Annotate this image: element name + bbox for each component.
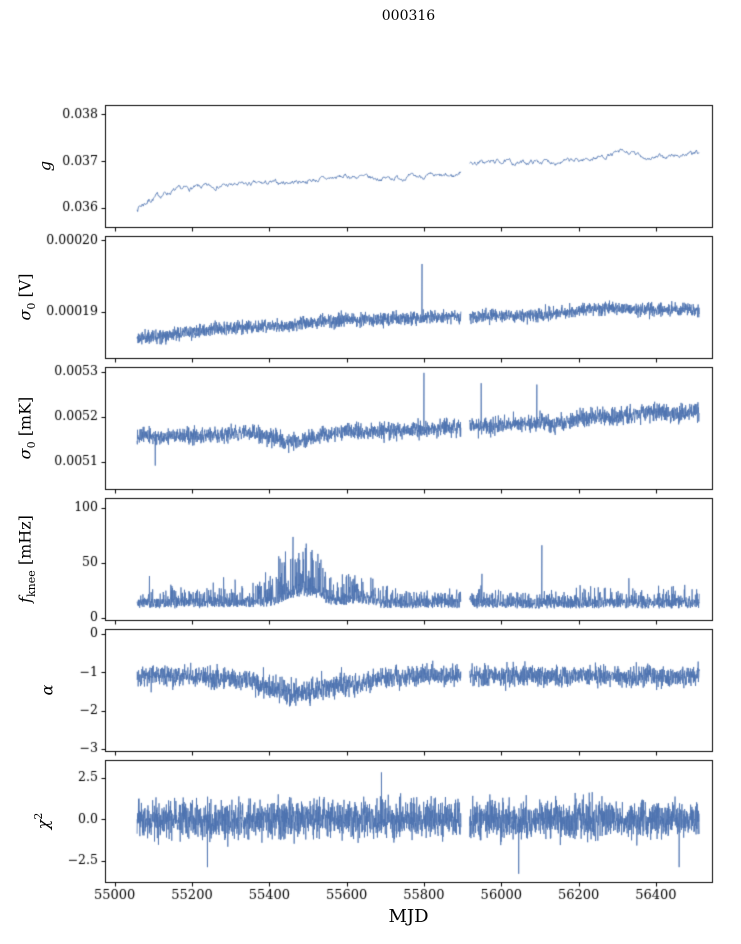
y-axis-label-chi2: χ2 — [32, 812, 53, 830]
y-axis-label-sigma0-mk: σ0 [mK] — [15, 396, 38, 460]
y-axis-label-sigma0-v: σ0 [V] — [15, 273, 38, 321]
y-axis-label-g: g — [35, 160, 55, 172]
x-axis-label: MJD — [388, 906, 429, 927]
y-axis-label-alpha: α — [37, 684, 57, 696]
y-axis-label-fknee: fknee [mHz] — [15, 515, 38, 603]
